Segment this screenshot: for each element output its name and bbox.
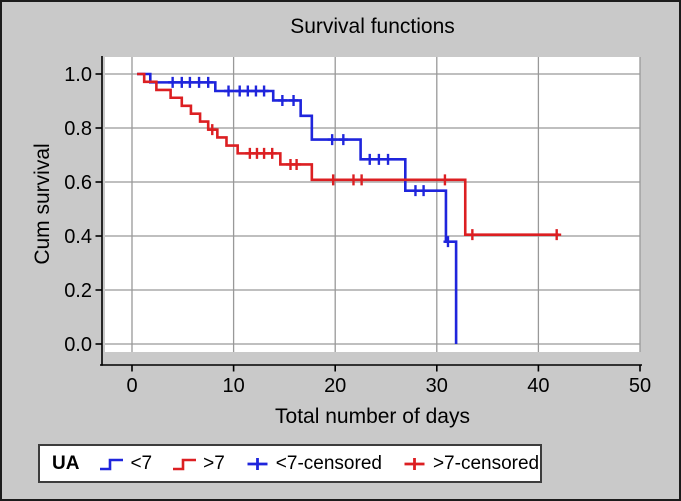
x-tick-label: 10 bbox=[222, 375, 244, 397]
legend-item-lt7-censored: <7-censored bbox=[244, 453, 382, 475]
legend: UA <7 >7 <7-censored >7-censored bbox=[38, 444, 542, 483]
lt7-censored-mark bbox=[374, 153, 384, 165]
gt7-censored-mark bbox=[467, 229, 477, 241]
lt7-censored-mark bbox=[177, 76, 187, 88]
lt7-censored-mark bbox=[224, 85, 234, 97]
x-tick-label: 20 bbox=[324, 375, 346, 397]
legend-item-gt7: >7 bbox=[171, 453, 225, 475]
lt7-censored-mark bbox=[338, 134, 348, 146]
lt7-censored-mark bbox=[235, 85, 245, 97]
gt7-censored-mark bbox=[328, 174, 338, 186]
lt7-censored-mark bbox=[419, 185, 429, 197]
y-tick-label: 0.8 bbox=[64, 118, 92, 140]
y-tick-label: 0.6 bbox=[64, 172, 92, 194]
y-tick-label: 1.0 bbox=[64, 64, 92, 86]
lt7-survival-curve bbox=[137, 72, 458, 344]
gt7-step-line-swatch-icon bbox=[173, 458, 197, 470]
gt7-censored-plus-icon bbox=[404, 457, 425, 470]
lt7-censored-plus-icon bbox=[247, 457, 268, 470]
lt7-censored-mark bbox=[168, 76, 178, 88]
gt7-censored-mark bbox=[207, 124, 217, 136]
lt7-censored-mark bbox=[194, 76, 204, 88]
y-tick-label: 0.4 bbox=[64, 226, 92, 248]
gt7-censored-mark bbox=[357, 174, 367, 186]
lt7-censored-mark bbox=[327, 134, 337, 146]
legend-item-lt7: <7 bbox=[98, 453, 152, 475]
chart-title: Survival functions bbox=[290, 15, 455, 38]
gt7-censored-mark bbox=[552, 229, 562, 241]
legend-item-label: >7-censored bbox=[432, 452, 540, 474]
lt7-censored-mark bbox=[383, 153, 393, 165]
lt7-censored-mark bbox=[203, 76, 213, 88]
gt7-censored-mark bbox=[292, 158, 302, 170]
gt7-censored-mark bbox=[259, 147, 269, 159]
legend-item-gt7-censored: >7-censored bbox=[401, 453, 539, 475]
legend-item-label: <7 bbox=[130, 452, 153, 474]
lt7-censored-mark bbox=[243, 85, 253, 97]
x-tick-label: 50 bbox=[629, 375, 651, 397]
lt7-censored-mark bbox=[251, 85, 261, 97]
legend-item-label: <7-censored bbox=[275, 452, 382, 474]
lt7-censored-mark bbox=[410, 185, 420, 197]
gt7-censored-mark bbox=[267, 147, 277, 159]
y-axis-title-text: Cum survival bbox=[31, 143, 54, 265]
gt7-censored-mark bbox=[440, 174, 450, 186]
legend-title: UA bbox=[52, 452, 80, 474]
lt7-censored-mark bbox=[185, 76, 195, 88]
y-tick-label: 0.2 bbox=[64, 280, 92, 302]
gt7-censored-mark bbox=[348, 174, 358, 186]
lt7-censored-mark bbox=[277, 94, 287, 106]
plot-area bbox=[105, 57, 640, 352]
y-tick-label: 0.0 bbox=[64, 334, 92, 356]
lt7-censored-mark bbox=[289, 94, 299, 106]
x-tick-label: 0 bbox=[126, 375, 137, 397]
lt7-censored-mark bbox=[443, 236, 453, 248]
lt7-censored-mark bbox=[365, 153, 375, 165]
x-tick-label: 30 bbox=[426, 375, 448, 397]
lt7-step-line-swatch-icon bbox=[100, 458, 124, 470]
x-tick-label: 40 bbox=[527, 375, 549, 397]
lt7-censored-mark bbox=[259, 85, 269, 97]
x-axis-title: Total number of days bbox=[275, 405, 470, 428]
legend-item-label: >7 bbox=[203, 452, 225, 474]
